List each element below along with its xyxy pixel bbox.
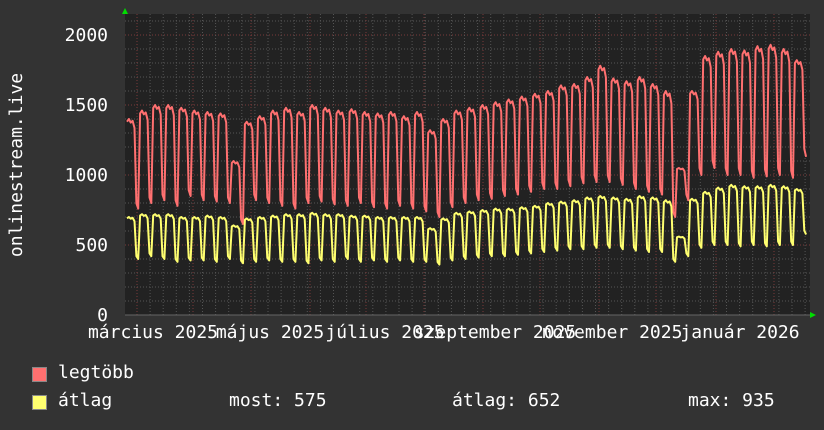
series-line-atlag (126, 183, 808, 266)
legend-swatch-legtobb (32, 367, 47, 382)
y-tick-label: 500 (75, 235, 108, 256)
y-tick-label: 1000 (65, 165, 108, 186)
x-tick-label: január 2026 (680, 322, 799, 343)
y-axis-arrow-icon (122, 8, 128, 14)
x-tick-label: július 2025 (325, 322, 444, 343)
y-tick-label: 1500 (65, 95, 108, 116)
x-tick-label: november 2025 (542, 322, 683, 343)
y-axis: 0 500 1000 1500 2000 (65, 25, 108, 326)
y-tick-label: 2000 (65, 25, 108, 46)
legend-swatch-atlag (32, 395, 47, 410)
stat-atlag: átlag: 652 (452, 390, 561, 411)
legend-label-atlag: átlag (58, 390, 113, 411)
y-tick-label: 0 (97, 305, 108, 326)
stat-max: max: 935 (688, 390, 775, 411)
legend-label-legtobb: legtöbb (58, 362, 134, 383)
x-tick-label: május 2025 (216, 322, 324, 343)
x-axis-arrow-icon (810, 312, 816, 318)
stat-most: most: 575 (229, 390, 327, 411)
series-lines (126, 43, 808, 266)
series-line-legtobb (126, 43, 808, 225)
x-tick-label: szeptember 2025 (414, 322, 577, 343)
y-axis-label: onlinestream.live (6, 73, 27, 257)
x-tick-label: március 2025 (88, 322, 218, 343)
